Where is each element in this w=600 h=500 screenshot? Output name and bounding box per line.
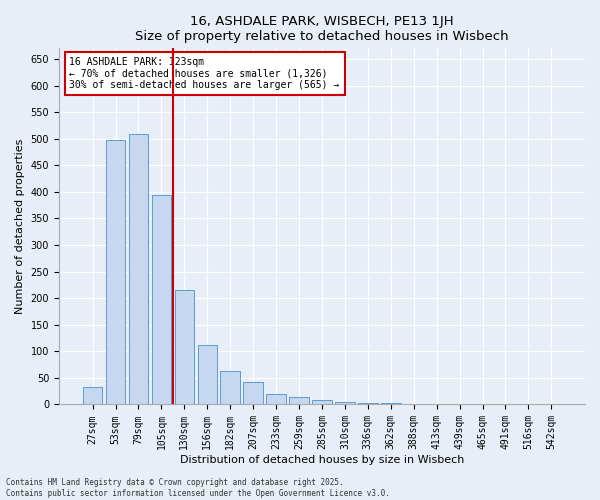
X-axis label: Distribution of detached houses by size in Wisbech: Distribution of detached houses by size … (180, 455, 464, 465)
Bar (244, 382, 263, 404)
Bar (289, 397, 309, 404)
Bar (83, 387, 103, 404)
Text: Contains HM Land Registry data © Crown copyright and database right 2025.
Contai: Contains HM Land Registry data © Crown c… (6, 478, 390, 498)
Bar (358, 403, 377, 404)
Bar (335, 402, 355, 404)
Bar (197, 345, 217, 405)
Text: 16 ASHDALE PARK: 123sqm
← 70% of detached houses are smaller (1,326)
30% of semi: 16 ASHDALE PARK: 123sqm ← 70% of detache… (70, 57, 340, 90)
Bar (152, 194, 171, 404)
Bar (128, 134, 148, 404)
Bar (312, 400, 332, 404)
Bar (220, 371, 240, 404)
Y-axis label: Number of detached properties: Number of detached properties (15, 138, 25, 314)
Bar (175, 290, 194, 405)
Title: 16, ASHDALE PARK, WISBECH, PE13 1JH
Size of property relative to detached houses: 16, ASHDALE PARK, WISBECH, PE13 1JH Size… (135, 15, 509, 43)
Bar (106, 140, 125, 404)
Bar (266, 394, 286, 404)
